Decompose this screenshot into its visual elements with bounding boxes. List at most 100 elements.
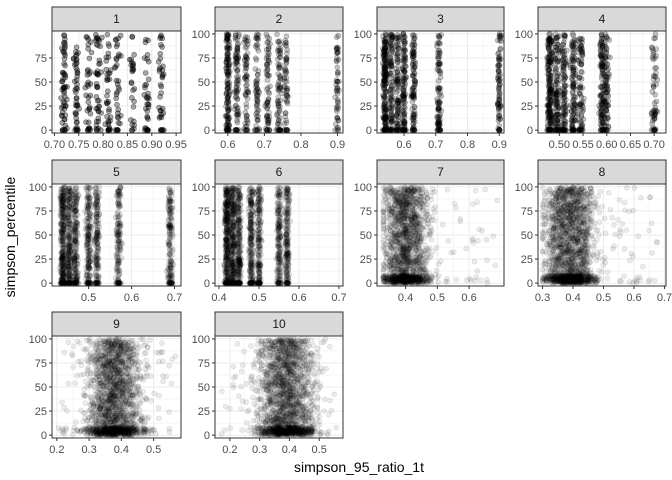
data-point bbox=[86, 106, 93, 112]
data-point bbox=[223, 112, 230, 119]
data-point bbox=[598, 105, 604, 111]
data-point bbox=[70, 227, 77, 234]
data-point bbox=[84, 257, 90, 264]
data-point bbox=[128, 127, 135, 133]
data-point bbox=[113, 43, 120, 50]
data-point bbox=[93, 94, 100, 100]
data-point bbox=[572, 117, 579, 124]
data-point bbox=[61, 116, 68, 123]
data-point bbox=[599, 127, 606, 133]
data-point bbox=[157, 50, 164, 57]
data-point bbox=[159, 105, 166, 112]
data-point bbox=[93, 260, 100, 267]
data-point bbox=[103, 58, 110, 64]
data-point bbox=[87, 110, 94, 117]
data-point bbox=[382, 72, 389, 78]
x-tick-label: 0.70 bbox=[44, 139, 65, 151]
data-point bbox=[282, 40, 289, 47]
data-point bbox=[131, 118, 137, 125]
data-point bbox=[94, 232, 100, 239]
data-point bbox=[557, 58, 564, 65]
data-point bbox=[284, 47, 291, 53]
data-point bbox=[254, 76, 261, 83]
data-point bbox=[168, 230, 175, 236]
data-point bbox=[409, 85, 416, 92]
data-point bbox=[144, 101, 150, 107]
data-point bbox=[598, 33, 605, 39]
x-tick-label: 0.6 bbox=[396, 139, 411, 151]
x-tick-label: 0.60 bbox=[596, 139, 617, 151]
data-point bbox=[334, 64, 341, 71]
data-point bbox=[574, 110, 581, 116]
data-point bbox=[94, 72, 101, 78]
data-point bbox=[399, 108, 406, 114]
x-tick-label: 0.7 bbox=[167, 292, 182, 304]
data-point bbox=[105, 54, 112, 61]
data-point bbox=[129, 121, 135, 128]
x-tick-label: 0.9 bbox=[330, 139, 345, 151]
data-point bbox=[115, 35, 121, 42]
x-tick-label: 0.6 bbox=[124, 292, 139, 304]
data-point bbox=[253, 127, 260, 133]
data-point bbox=[104, 31, 111, 38]
data-point bbox=[275, 101, 281, 107]
data-point bbox=[115, 106, 122, 113]
data-point bbox=[555, 96, 562, 102]
data-point bbox=[85, 99, 92, 105]
data-point bbox=[382, 31, 389, 37]
data-point bbox=[104, 93, 110, 99]
data-point bbox=[106, 124, 113, 131]
data-point bbox=[244, 82, 250, 88]
data-point bbox=[263, 46, 270, 53]
data-point bbox=[115, 120, 122, 126]
scatter-points bbox=[220, 184, 294, 286]
data-point bbox=[546, 95, 553, 102]
data-point bbox=[649, 113, 655, 119]
data-point bbox=[602, 98, 609, 105]
data-point bbox=[144, 114, 151, 121]
facet-strip-label: 3 bbox=[437, 12, 444, 26]
data-point bbox=[544, 102, 551, 109]
data-point bbox=[60, 69, 66, 76]
data-point bbox=[403, 63, 409, 70]
data-point bbox=[265, 89, 272, 95]
data-point bbox=[73, 102, 79, 109]
data-point bbox=[598, 38, 605, 45]
data-point bbox=[115, 115, 122, 121]
data-point bbox=[576, 84, 583, 91]
data-point bbox=[144, 56, 150, 62]
data-point bbox=[254, 116, 261, 123]
data-point bbox=[158, 90, 164, 96]
data-point bbox=[131, 122, 138, 129]
data-point bbox=[85, 237, 92, 244]
data-point bbox=[66, 220, 72, 226]
data-point bbox=[62, 127, 68, 133]
data-point bbox=[59, 113, 65, 119]
x-tick-label: 0.85 bbox=[117, 139, 138, 151]
data-point bbox=[435, 104, 442, 110]
data-point bbox=[553, 102, 560, 108]
data-point bbox=[225, 124, 231, 130]
data-point bbox=[399, 82, 406, 88]
data-point bbox=[117, 190, 123, 196]
data-point bbox=[399, 100, 405, 106]
data-point bbox=[86, 125, 92, 131]
data-point bbox=[650, 125, 656, 131]
data-point bbox=[224, 44, 231, 51]
data-point bbox=[62, 84, 68, 91]
data-point bbox=[410, 50, 416, 57]
data-point bbox=[555, 127, 561, 133]
data-point bbox=[158, 41, 164, 48]
x-tick-label: 0.8 bbox=[293, 139, 308, 151]
data-point bbox=[59, 271, 66, 277]
data-point bbox=[83, 203, 90, 210]
data-point bbox=[73, 57, 80, 63]
data-point bbox=[401, 87, 407, 94]
y-tick-label: 50 bbox=[198, 77, 210, 89]
data-point bbox=[95, 35, 101, 42]
data-point bbox=[71, 262, 78, 269]
data-point bbox=[105, 88, 111, 94]
data-point bbox=[72, 87, 78, 93]
data-point bbox=[546, 88, 553, 94]
